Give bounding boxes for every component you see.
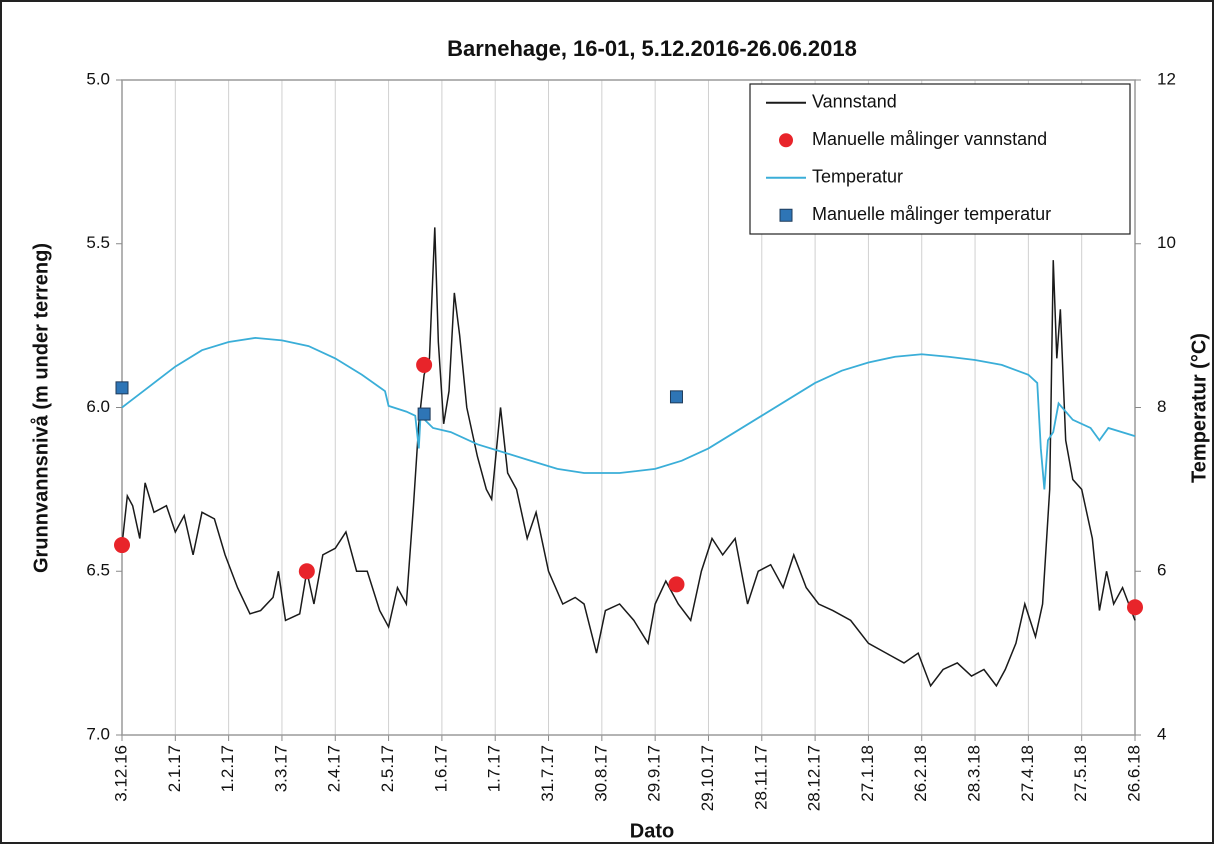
y-axis-label: Grunnvannsnivå (m under terreng) [29, 243, 52, 573]
series-line [121, 227, 1136, 688]
y2-tick-label: 6 [1157, 561, 1166, 580]
y-tick-label: 6.5 [86, 561, 110, 580]
x-tick-label: 3.3.17 [271, 745, 290, 792]
legend-box [749, 83, 1131, 235]
x-tick-label: 27.4.18 [1018, 745, 1037, 802]
y2-tick-label: 8 [1157, 397, 1166, 416]
x-tick-label: 31.7.17 [538, 745, 557, 802]
y2-tick-label: 4 [1157, 724, 1166, 743]
legend-label: Manuelle målinger vannstand [812, 129, 1047, 149]
legend-swatch [779, 133, 793, 148]
x-tick-label: 28.3.18 [965, 745, 984, 802]
marker [114, 537, 130, 554]
x-tick-label: 1.7.17 [485, 745, 504, 792]
y-tick-label: 5.0 [86, 69, 110, 88]
x-tick-label: 28.11.17 [751, 745, 770, 810]
x-tick-label: 2.5.17 [378, 745, 397, 792]
x-tick-label: 27.1.18 [858, 745, 877, 802]
marker [416, 356, 433, 373]
marker [668, 576, 685, 593]
x-tick-label: 2.4.17 [325, 745, 344, 792]
x-tick-label: 30.8.17 [591, 745, 610, 802]
x-tick-label: 29.10.17 [698, 745, 717, 811]
x-tick-label: 1.2.17 [218, 745, 237, 792]
legend-label: Manuelle målinger temperatur [812, 204, 1051, 224]
marker [669, 390, 683, 404]
x-tick-label: 29.9.17 [645, 745, 664, 802]
x-tick-label: 2.1.17 [165, 745, 184, 792]
marker [1127, 599, 1143, 616]
x-tick-label: 26.2.18 [911, 745, 930, 802]
x-tick-label: 1.6.17 [431, 745, 450, 792]
y-tick-label: 6.0 [86, 397, 110, 416]
x-tick-label: 28.12.17 [805, 745, 824, 811]
legend-swatch [779, 208, 793, 222]
legend-label: Temperatur [812, 167, 903, 187]
marker [115, 381, 129, 395]
marker [298, 563, 315, 580]
y2-tick-label: 10 [1157, 233, 1176, 252]
x-axis-label: Dato [630, 820, 674, 842]
y-tick-label: 5.5 [86, 233, 110, 252]
y-tick-label: 7.0 [86, 724, 110, 743]
x-tick-label: 3.12.16 [111, 745, 130, 802]
y2-axis-label: Temperatur (°C) [1188, 333, 1210, 483]
y2-tick-label: 12 [1157, 69, 1176, 88]
chart-title: Barnehage, 16-01, 5.12.2016-26.06.2018 [447, 36, 857, 61]
legend-label: Vannstand [812, 92, 897, 112]
x-tick-label: 26.6.18 [1124, 745, 1143, 802]
series-line [121, 336, 1136, 490]
x-tick-label: 27.5.18 [1071, 745, 1090, 802]
marker [417, 407, 431, 421]
